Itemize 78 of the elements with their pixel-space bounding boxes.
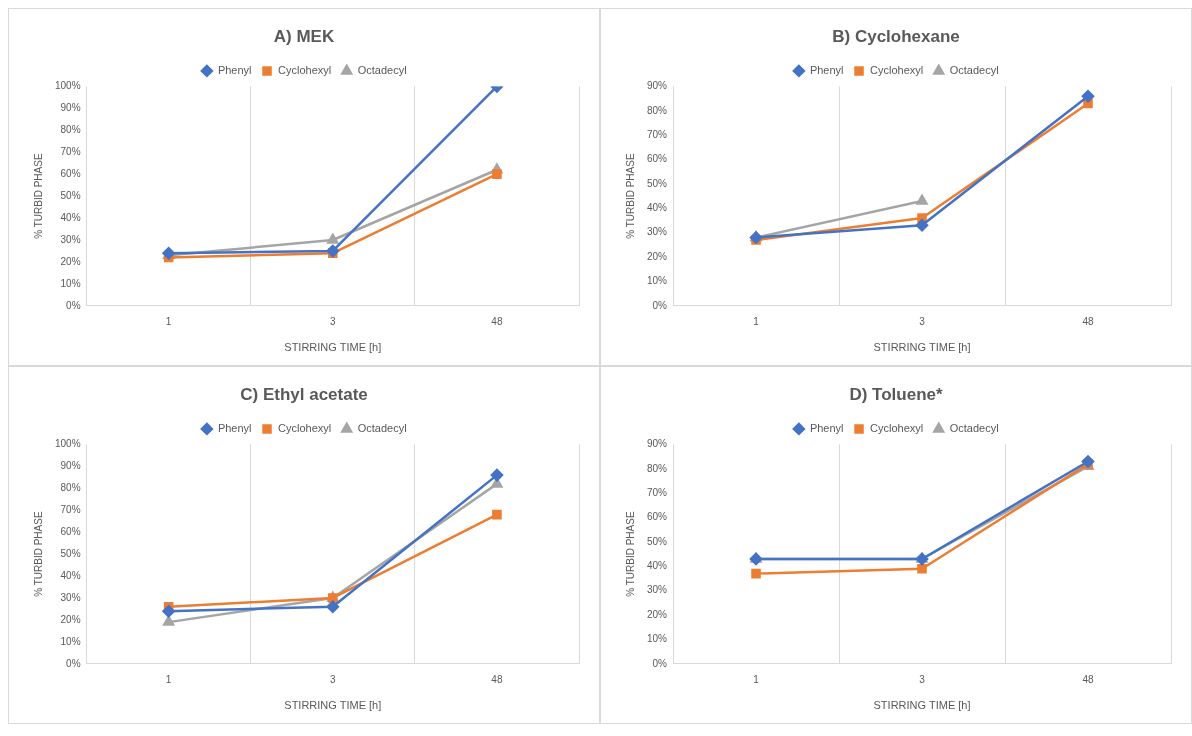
- legend-label: Cyclohexyl: [278, 63, 332, 76]
- x-tick-label: 1: [165, 673, 172, 685]
- y-tick-label: 90%: [647, 438, 668, 450]
- chart-title: B) Cyclohexane: [832, 26, 960, 46]
- y-tick-label: 50%: [60, 547, 81, 559]
- legend-label: Phenyl: [217, 63, 252, 76]
- y-tick-label: 60%: [60, 167, 81, 179]
- legend-label: Octadecyl: [357, 63, 407, 76]
- y-tick-label: 90%: [647, 80, 668, 92]
- x-axis-title: STIRRING TIME [h]: [284, 699, 382, 712]
- y-tick-label: 30%: [647, 584, 668, 596]
- x-tick-label: 1: [165, 315, 172, 327]
- y-axis-title: % TURBID PHASE: [32, 153, 44, 239]
- legend-label: Phenyl: [809, 421, 844, 434]
- x-tick-label: 48: [491, 315, 503, 327]
- y-tick-label: 0%: [66, 299, 81, 311]
- y-tick-label: 50%: [647, 177, 668, 189]
- y-tick-label: 70%: [647, 128, 668, 140]
- y-tick-label: 40%: [647, 202, 668, 214]
- y-tick-label: 70%: [60, 503, 81, 515]
- x-tick-label: 48: [1082, 315, 1094, 327]
- y-tick-label: 10%: [60, 635, 81, 647]
- y-tick-label: 20%: [60, 613, 81, 625]
- y-tick-label: 60%: [647, 153, 668, 165]
- y-tick-label: 90%: [60, 460, 81, 472]
- y-tick-label: 30%: [60, 591, 81, 603]
- x-tick-label: 48: [1082, 673, 1094, 685]
- legend-label: Cyclohexyl: [870, 63, 924, 76]
- x-axis-title: STIRRING TIME [h]: [873, 699, 971, 712]
- legend-label: Octadecyl: [357, 421, 407, 434]
- y-axis-title: % TURBID PHASE: [624, 511, 636, 597]
- legend-label: Octadecyl: [949, 421, 999, 434]
- y-tick-label: 0%: [652, 299, 668, 311]
- x-tick-label: 3: [919, 673, 926, 685]
- y-tick-label: 80%: [647, 104, 668, 116]
- y-tick-label: 10%: [647, 275, 668, 287]
- chart-title: D) Toluene*: [849, 384, 943, 404]
- chart-title: C) Ethyl acetate: [240, 384, 368, 404]
- y-tick-label: 40%: [60, 569, 81, 581]
- y-tick-label: 30%: [647, 226, 668, 238]
- y-tick-label: 100%: [55, 438, 81, 450]
- x-tick-label: 3: [330, 673, 337, 685]
- y-tick-label: 80%: [60, 124, 81, 136]
- y-tick-label: 0%: [652, 657, 668, 669]
- y-tick-label: 10%: [647, 633, 668, 645]
- y-tick-label: 40%: [647, 560, 668, 572]
- legend-label: Phenyl: [217, 421, 252, 434]
- x-tick-label: 3: [330, 315, 337, 327]
- y-tick-label: 20%: [647, 608, 668, 620]
- x-tick-label: 1: [753, 315, 760, 327]
- chart-title: A) MEK: [273, 26, 335, 46]
- legend-label: Phenyl: [809, 63, 844, 76]
- y-tick-label: 100%: [55, 80, 81, 92]
- y-tick-label: 60%: [60, 525, 81, 537]
- y-tick-label: 50%: [60, 189, 81, 201]
- legend-label: Cyclohexyl: [870, 421, 924, 434]
- y-tick-label: 50%: [647, 535, 668, 547]
- y-tick-label: 80%: [647, 462, 668, 474]
- y-tick-label: 70%: [647, 486, 668, 498]
- y-tick-label: 40%: [60, 211, 81, 223]
- legend-label: Cyclohexyl: [278, 421, 332, 434]
- y-tick-label: 80%: [60, 482, 81, 494]
- y-tick-label: 70%: [60, 145, 81, 157]
- y-tick-label: 90%: [60, 102, 81, 114]
- x-tick-label: 3: [919, 315, 926, 327]
- x-tick-label: 1: [753, 673, 760, 685]
- x-axis-title: STIRRING TIME [h]: [873, 341, 971, 354]
- x-tick-label: 48: [491, 673, 503, 685]
- y-tick-label: 20%: [647, 250, 668, 262]
- y-tick-label: 30%: [60, 233, 81, 245]
- y-tick-label: 60%: [647, 511, 668, 523]
- y-tick-label: 0%: [66, 657, 81, 669]
- y-axis-title: % TURBID PHASE: [32, 511, 44, 597]
- x-axis-title: STIRRING TIME [h]: [284, 341, 382, 354]
- y-axis-title: % TURBID PHASE: [624, 153, 636, 239]
- legend-label: Octadecyl: [949, 63, 999, 76]
- y-tick-label: 20%: [60, 255, 81, 267]
- y-tick-label: 10%: [60, 277, 81, 289]
